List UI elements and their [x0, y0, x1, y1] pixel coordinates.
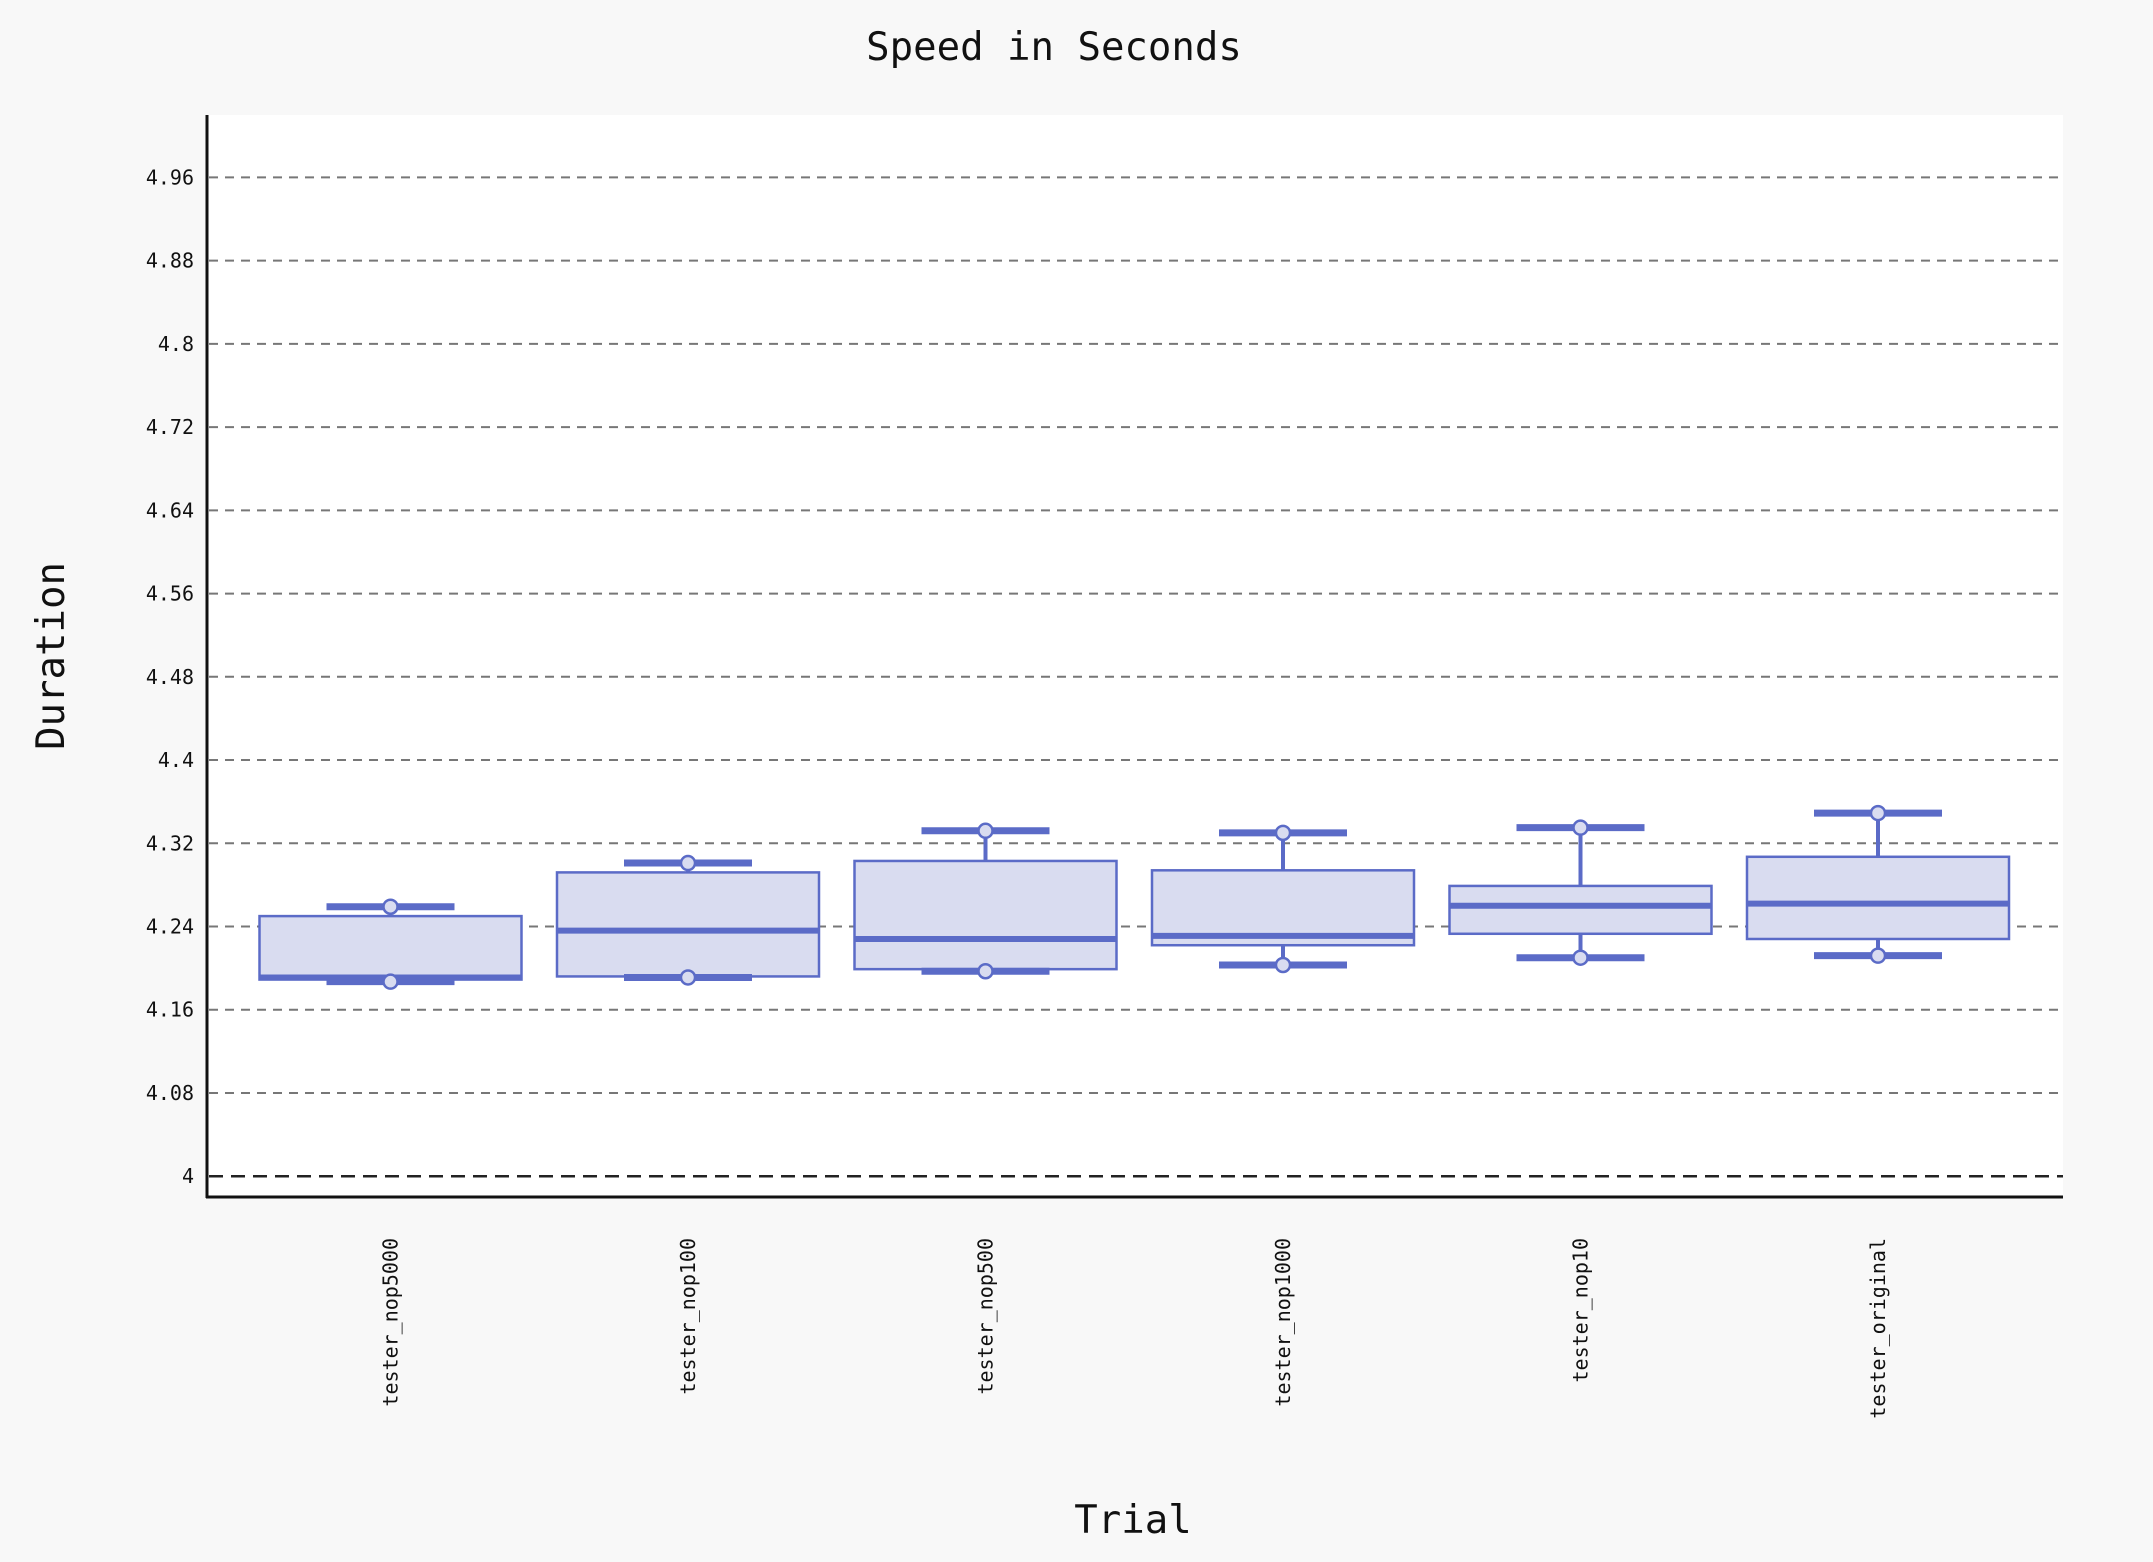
y-tick-label: 4.48 — [146, 665, 194, 689]
y-tick-label: 4.08 — [146, 1081, 194, 1105]
data-point — [1274, 956, 1292, 974]
box-group — [1150, 824, 1416, 974]
data-point — [382, 973, 399, 990]
box-group — [258, 898, 523, 990]
box — [258, 914, 523, 981]
data-point — [679, 854, 697, 872]
grid-lines — [209, 176, 2063, 1178]
x-tick-label: tester_nop1000 — [1271, 1238, 1295, 1407]
y-tick-label: 4.4 — [158, 748, 194, 772]
box — [1150, 869, 1416, 947]
data-point — [1869, 804, 1887, 822]
plot-area — [207, 115, 2063, 1197]
data-point — [977, 962, 994, 980]
data-point — [382, 898, 399, 915]
x-tick-label: tester_nop5000 — [379, 1238, 403, 1407]
y-tick-label: 4.56 — [146, 582, 194, 606]
boxes — [258, 804, 2011, 990]
y-tick-label: 4.72 — [146, 415, 194, 439]
x-tick-label: tester_nop10 — [1569, 1238, 1593, 1383]
y-tick-label: 4 — [182, 1164, 194, 1188]
x-tick-label: tester_original — [1866, 1238, 1890, 1419]
data-point — [679, 969, 697, 986]
y-tick-label: 4.88 — [146, 249, 194, 273]
y-tick-label: 4.16 — [146, 998, 194, 1022]
data-point — [1572, 949, 1589, 966]
box-group — [1745, 804, 2011, 964]
y-tick-labels: 4 4.08 4.16 4.24 4.32 4.4 4.48 4.56 4.64 4.72 4.8 4… — [146, 165, 194, 1188]
y-tick-label: 4.64 — [146, 498, 194, 522]
box — [853, 859, 1118, 971]
x-tick-labels: tester_nop5000 tester_nop100 tester_nop500… — [379, 1238, 1891, 1419]
y-tick-label: 4.8 — [158, 332, 194, 356]
axes — [205, 115, 2063, 1199]
x-tick-label: tester_nop500 — [974, 1238, 998, 1395]
y-axis-title: Duration — [29, 562, 74, 750]
y-tick-label: 4.32 — [146, 831, 194, 855]
box-group — [555, 854, 821, 986]
box-group — [1448, 819, 1713, 966]
x-axis-title: Trial — [1074, 1498, 1191, 1543]
data-point — [977, 822, 994, 840]
data-point — [1572, 819, 1589, 836]
data-point — [1869, 947, 1887, 964]
y-tick-label: 4.24 — [146, 915, 194, 939]
x-tick-label: tester_nop100 — [676, 1238, 700, 1395]
box — [1745, 855, 2011, 941]
box — [1448, 884, 1713, 936]
box — [555, 871, 821, 978]
chart-title: Speed in Seconds — [866, 25, 1242, 70]
data-point — [1274, 824, 1292, 842]
y-tick-label: 4.96 — [146, 165, 194, 189]
box-group — [853, 822, 1118, 980]
